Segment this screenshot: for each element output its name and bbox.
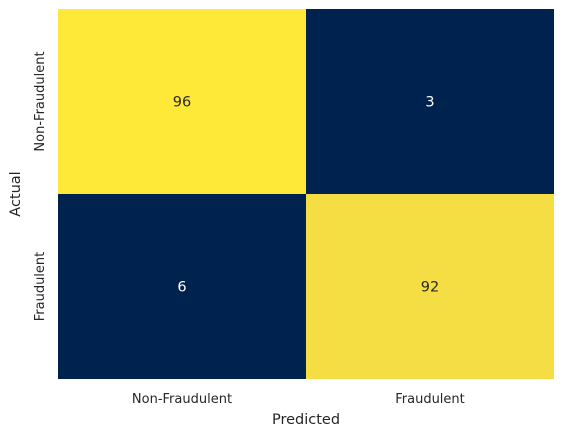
x-tick-label: Fraudulent <box>395 392 465 407</box>
x-tick-labels: Non-Fraudulent Fraudulent <box>132 392 465 407</box>
heatmap-cell <box>58 194 306 379</box>
y-tick-labels: Non-Fraudulent Fraudulent <box>33 51 48 321</box>
y-tick-label: Fraudulent <box>33 252 48 322</box>
x-axis-label: Predicted <box>272 412 340 428</box>
heatmap-cell <box>58 9 306 194</box>
heatmap-cell <box>306 9 554 194</box>
y-tick-label: Non-Fraudulent <box>33 51 48 151</box>
cell-value-label: 92 <box>421 280 439 296</box>
cell-value-label: 6 <box>177 280 186 296</box>
cell-value-label: 3 <box>425 95 434 111</box>
heatmap-cells <box>58 9 554 379</box>
cell-value-label: 96 <box>173 95 191 111</box>
y-axis-label: Actual <box>8 171 24 216</box>
heatmap-cell-labels: 96 3 6 92 <box>173 95 439 296</box>
heatmap-cell <box>306 194 554 379</box>
x-tick-label: Non-Fraudulent <box>132 392 232 407</box>
